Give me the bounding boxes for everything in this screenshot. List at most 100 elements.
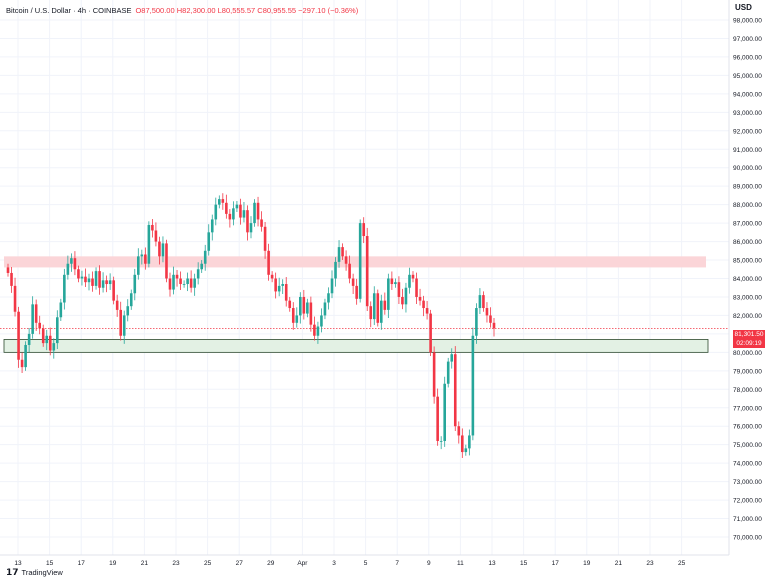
symbol-title[interactable]: Bitcoin / U.S. Dollar · 4h · COINBASE bbox=[6, 5, 132, 15]
candle bbox=[87, 273, 91, 291]
candle bbox=[390, 271, 394, 290]
price-tick-label: 98,000.00 bbox=[733, 18, 762, 25]
candle bbox=[24, 341, 27, 371]
candle bbox=[203, 244, 207, 271]
candle bbox=[330, 270, 334, 299]
countdown-label: 02:09:19 bbox=[733, 339, 765, 348]
candle bbox=[101, 272, 105, 293]
candle bbox=[267, 243, 270, 281]
candle bbox=[56, 310, 59, 350]
time-tick-label: 19 bbox=[583, 560, 591, 567]
candle bbox=[323, 298, 327, 320]
candle bbox=[119, 301, 122, 341]
candle bbox=[362, 217, 365, 244]
candle bbox=[468, 429, 471, 456]
candle bbox=[313, 316, 316, 341]
candle bbox=[316, 321, 320, 344]
candle bbox=[17, 306, 20, 368]
price-tick-label: 84,000.00 bbox=[733, 276, 762, 283]
candle bbox=[179, 271, 182, 290]
candle bbox=[299, 292, 302, 324]
candle bbox=[108, 273, 112, 290]
candle bbox=[98, 265, 101, 295]
tradingview-logo[interactable]: 𝟭𝟳 TradingView bbox=[6, 567, 63, 578]
candle bbox=[263, 221, 267, 259]
candle bbox=[228, 209, 232, 228]
candle bbox=[232, 201, 235, 226]
price-tick-label: 80,000.00 bbox=[733, 350, 762, 357]
candle bbox=[291, 302, 295, 330]
candle bbox=[158, 236, 161, 265]
candle bbox=[425, 301, 429, 320]
candle bbox=[344, 250, 348, 271]
candle bbox=[415, 272, 418, 304]
candle bbox=[411, 271, 415, 283]
candle bbox=[70, 253, 73, 272]
candle bbox=[80, 270, 84, 286]
candle bbox=[439, 436, 443, 450]
time-tick-label: 17 bbox=[78, 560, 86, 567]
time-tick-label: 27 bbox=[236, 560, 244, 567]
time-tick-label: 7 bbox=[395, 560, 399, 567]
candle bbox=[327, 287, 330, 310]
time-tick-label: 25 bbox=[204, 560, 212, 567]
price-tick-label: 95,000.00 bbox=[733, 73, 762, 80]
candle bbox=[334, 257, 337, 287]
time-tick-label: 17 bbox=[552, 560, 560, 567]
candle bbox=[429, 309, 432, 357]
time-tick-label: 15 bbox=[520, 560, 528, 567]
candle bbox=[475, 303, 478, 344]
candle bbox=[242, 202, 246, 223]
price-tick-label: 97,000.00 bbox=[733, 36, 762, 43]
time-axis[interactable]: 13 15 17 19 21 23 25 27 29 Apr 3 5 7 9 11 13 15 17 19 21 23 2… bbox=[14, 560, 685, 567]
candle bbox=[404, 282, 408, 313]
low-value: L80,555.57 bbox=[217, 5, 256, 15]
candle bbox=[175, 270, 179, 287]
price-axis[interactable]: 98,000.00 97,000.00 96,000.00 95,000.00 94,0… bbox=[733, 18, 762, 542]
price-tick-label: 89,000.00 bbox=[733, 184, 762, 191]
candle bbox=[200, 260, 203, 273]
candle bbox=[453, 346, 457, 432]
price-tick-label: 76,000.00 bbox=[733, 424, 762, 431]
close-value: C80,955.55 bbox=[257, 5, 297, 15]
price-tick-label: 75,000.00 bbox=[733, 442, 762, 449]
support-zone[interactable] bbox=[3, 339, 709, 353]
candle bbox=[6, 263, 10, 277]
candle bbox=[401, 288, 404, 310]
candle bbox=[165, 239, 168, 283]
time-tick-label: 19 bbox=[109, 560, 117, 567]
candle bbox=[446, 357, 450, 388]
open-value: O87,500.00 bbox=[135, 5, 175, 15]
candle bbox=[91, 271, 94, 292]
price-tick-label: 93,000.00 bbox=[733, 110, 762, 117]
resistance-zone[interactable] bbox=[4, 256, 706, 268]
candle bbox=[464, 444, 468, 456]
time-tick-label: 3 bbox=[332, 560, 336, 567]
candle bbox=[38, 315, 41, 335]
candle bbox=[443, 376, 446, 447]
time-tick-label: 21 bbox=[615, 560, 623, 567]
candle bbox=[147, 221, 151, 268]
candles bbox=[6, 193, 496, 458]
time-tick-label: 25 bbox=[678, 560, 686, 567]
candle bbox=[372, 286, 376, 326]
price-tick-label: 83,000.00 bbox=[733, 294, 762, 301]
candle bbox=[73, 251, 77, 276]
candle bbox=[478, 288, 482, 314]
candle bbox=[309, 296, 313, 332]
currency-label[interactable]: USD bbox=[735, 3, 752, 12]
price-tick-label: 92,000.00 bbox=[733, 128, 762, 135]
candle bbox=[207, 224, 211, 256]
price-tick-label: 94,000.00 bbox=[733, 91, 762, 98]
candle bbox=[182, 280, 186, 288]
horizontal-gridlines bbox=[0, 19, 729, 538]
candle bbox=[320, 308, 323, 333]
price-tick-label: 72,000.00 bbox=[733, 498, 762, 505]
candle bbox=[20, 352, 24, 374]
candle bbox=[77, 265, 80, 283]
candle bbox=[365, 227, 369, 311]
candle bbox=[260, 211, 263, 232]
candle bbox=[369, 301, 373, 328]
price-tick-label: 87,000.00 bbox=[733, 221, 762, 228]
